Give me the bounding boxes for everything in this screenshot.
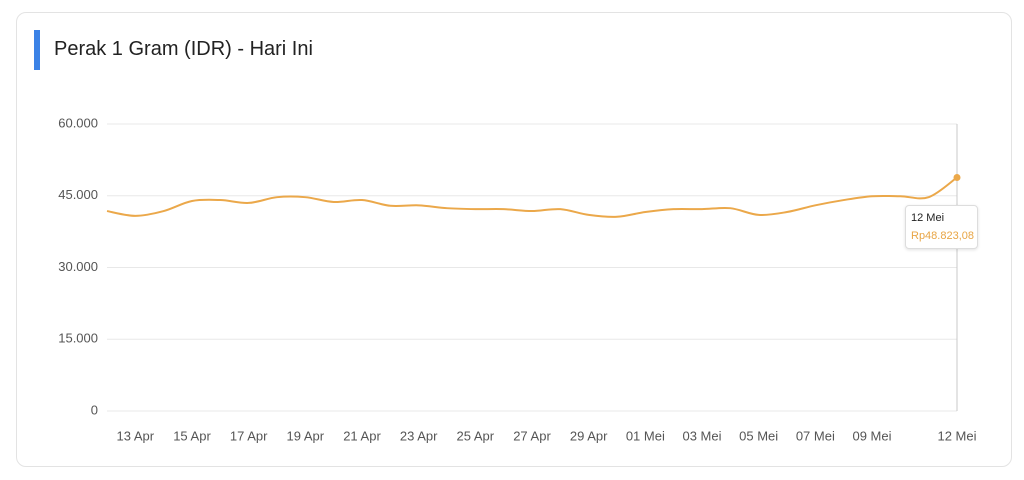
x-tick-label: 09 Mei (852, 428, 891, 443)
card (16, 12, 1012, 467)
x-tick-label: 27 Apr (513, 428, 551, 443)
x-tick-label: 05 Mei (739, 428, 778, 443)
y-tick-label: 60.000 (58, 115, 98, 130)
x-tick-label: 17 Apr (230, 428, 268, 443)
x-tick-label: 15 Apr (173, 428, 211, 443)
title-accent (34, 30, 40, 70)
x-tick-label: 21 Apr (343, 428, 381, 443)
tooltip-date: 12 Mei (911, 212, 945, 224)
hover-point (953, 173, 961, 181)
x-tick-label: 12 Mei (937, 428, 976, 443)
y-tick-label: 0 (91, 402, 98, 417)
y-tick-label: 30.000 (58, 259, 98, 274)
tooltip-value: Rp48.823,08 (911, 230, 974, 242)
x-tick-label: 01 Mei (626, 428, 665, 443)
tooltip: 12 Mei Rp48.823,08 (905, 205, 978, 249)
x-tick-label: 23 Apr (400, 428, 438, 443)
x-tick-label: 29 Apr (570, 428, 608, 443)
x-tick-label: 07 Mei (796, 428, 835, 443)
y-tick-label: 45.000 (58, 187, 98, 202)
x-tick-label: 19 Apr (287, 428, 325, 443)
price-line (106, 176, 958, 218)
x-tick-label: 25 Apr (457, 428, 495, 443)
chart-title: Perak 1 Gram (IDR) - Hari Ini (54, 38, 313, 60)
x-tick-label: 13 Apr (117, 428, 155, 443)
y-tick-label: 15.000 (58, 331, 98, 346)
x-tick-label: 03 Mei (682, 428, 721, 443)
